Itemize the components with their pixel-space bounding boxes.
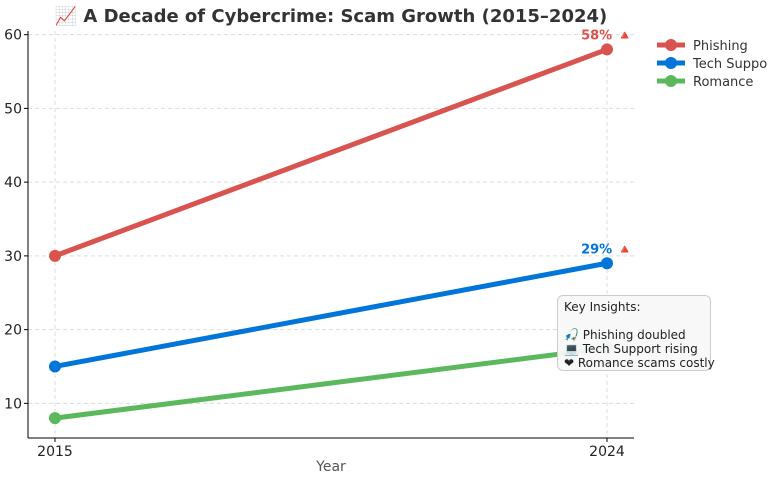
series-line-romance xyxy=(52,345,610,421)
data-point-tech-support xyxy=(601,257,613,270)
series-line-tech-support xyxy=(52,260,610,369)
legend-label-tech-support: Tech Support xyxy=(692,57,768,72)
y-tick-label: 40 xyxy=(4,175,22,191)
legend-label-phishing: Phishing xyxy=(693,39,748,54)
data-point-romance xyxy=(49,412,61,425)
x-tick-label: 2015 xyxy=(37,444,73,460)
insight-phishing: 🎣 Phishing doubled xyxy=(564,328,686,342)
y-tick-label: 50 xyxy=(4,101,22,117)
series-line-phishing xyxy=(52,46,610,259)
y-tick-label: 10 xyxy=(4,396,22,412)
data-point-tech-support xyxy=(49,360,61,373)
x-ticks: 2015 2024 xyxy=(37,438,625,460)
data-point-phishing xyxy=(601,43,613,56)
y-tick-label: 20 xyxy=(4,323,22,339)
y-tick-label: 30 xyxy=(4,249,22,265)
legend-marker-phishing xyxy=(665,39,677,51)
legend-label-romance: Romance xyxy=(693,75,753,90)
x-axis-label: Year xyxy=(315,459,346,475)
legend-marker-tech-support xyxy=(665,57,677,69)
insight-romance: ❤ Romance scams costly xyxy=(564,356,715,370)
series-group: 58% 🔺 29% 🔺 xyxy=(49,28,633,425)
y-ticks: 10 20 30 40 50 60 xyxy=(4,28,28,412)
grid xyxy=(28,31,634,438)
legend-marker-romance xyxy=(665,75,677,87)
key-insights-box: Key Insights: 🎣 Phishing doubled 💻 Tech … xyxy=(557,295,715,371)
data-point-phishing xyxy=(49,249,61,262)
data-label-tech-support: 29% 🔺 xyxy=(581,242,633,257)
axes xyxy=(27,31,634,439)
insights-title: Key Insights: xyxy=(564,300,641,314)
data-label-phishing: 58% 🔺 xyxy=(581,28,633,43)
chart-title: 📈 A Decade of Cybercrime: Scam Growth (2… xyxy=(55,5,608,27)
insight-tech-support: 💻 Tech Support rising xyxy=(564,342,698,356)
legend: Phishing Tech Support Romance xyxy=(657,39,768,90)
y-tick-label: 60 xyxy=(4,28,22,44)
x-tick-label: 2024 xyxy=(589,444,625,460)
